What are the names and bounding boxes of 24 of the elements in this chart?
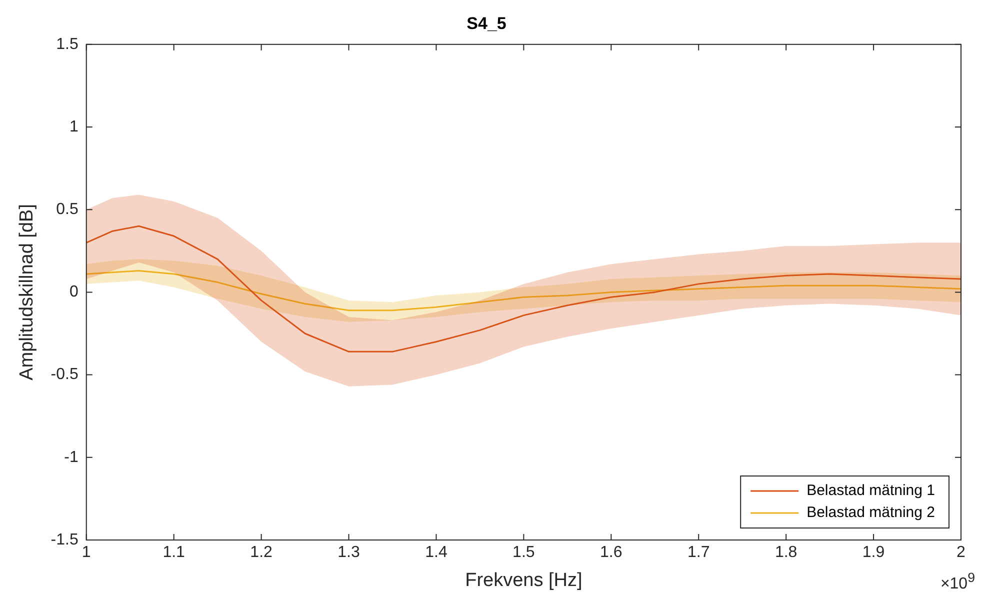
x-tick-label: 1 bbox=[82, 544, 91, 562]
x-tick-label: 1.2 bbox=[250, 544, 273, 562]
x-tick-label: 2 bbox=[956, 544, 966, 562]
y-axis-title: Amplitudskillnad [dB] bbox=[16, 204, 38, 380]
x-tick-label: 1.9 bbox=[862, 544, 885, 562]
y-tick-label: 1 bbox=[69, 118, 78, 136]
x-tick-label: 1.6 bbox=[600, 544, 622, 562]
x-tick-label: 1.8 bbox=[774, 544, 798, 562]
legend-label: Belastad mätning 2 bbox=[806, 504, 936, 522]
x-tick-label: 1.7 bbox=[687, 544, 710, 562]
text: ×10$^{9}$ bbox=[940, 570, 975, 594]
y-tick-label: -1.5 bbox=[50, 531, 78, 548]
chart-title: S4_5 bbox=[466, 14, 506, 33]
x-tick-label: 1.5 bbox=[512, 544, 535, 562]
y-tick-label: -0.5 bbox=[50, 366, 78, 384]
y-tick-label: 0.5 bbox=[56, 201, 78, 218]
y-tick-label: -1 bbox=[64, 448, 78, 466]
x-axis-title: Frekvens [Hz] bbox=[465, 570, 582, 591]
y-tick-label: 1.5 bbox=[56, 36, 78, 53]
x-tick-label: 1.4 bbox=[425, 544, 448, 562]
x-tick-label: 1.1 bbox=[162, 544, 186, 562]
x-tick-label: 1.3 bbox=[338, 544, 360, 562]
y-tick-label: 0 bbox=[69, 284, 78, 301]
legend-label: Belastad mätning 1 bbox=[806, 482, 936, 500]
